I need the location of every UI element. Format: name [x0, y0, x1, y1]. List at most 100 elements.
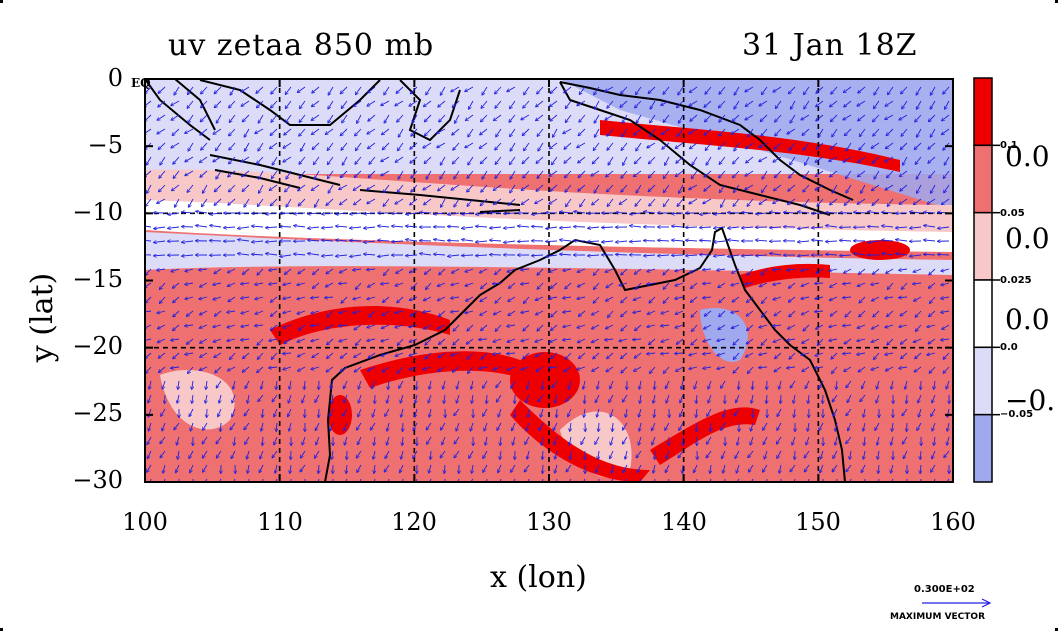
wind-vector [430, 450, 431, 459]
wind-vector [942, 198, 950, 204]
wind-vector [649, 198, 656, 206]
wind-vector [441, 156, 446, 165]
wind-vector [356, 142, 362, 150]
wind-vector [328, 170, 334, 178]
wind-vector [696, 422, 697, 431]
wind-vector [549, 198, 558, 204]
wind-vector [720, 184, 726, 192]
wind-vector [315, 198, 320, 207]
wind-vector [328, 114, 334, 123]
wind-vector [580, 198, 586, 206]
wind-vector [369, 156, 376, 164]
wind-vector [312, 128, 320, 134]
wind-vector [857, 100, 866, 106]
wind-vector [885, 156, 894, 162]
wind-vector [791, 100, 796, 109]
wind-vector [591, 170, 600, 176]
wind-vector [714, 241, 726, 242]
wind-vector [257, 268, 264, 275]
wind-vector [451, 86, 460, 91]
wind-vector [504, 241, 516, 243]
wind-vector [286, 100, 292, 108]
wind-vector [914, 198, 922, 204]
wind-vector [550, 100, 558, 106]
wind-vector [368, 114, 376, 121]
colorbar-segment [973, 279, 993, 349]
wind-vector [607, 100, 614, 108]
wind-vector [803, 142, 810, 150]
wind-vector [928, 142, 936, 149]
wind-vector [677, 128, 684, 136]
wind-vector [220, 422, 221, 431]
wind-vector [357, 114, 362, 123]
wind-vector [369, 170, 376, 177]
wind-vector [159, 170, 166, 178]
wind-vector [423, 184, 432, 190]
wind-vector [812, 240, 824, 241]
wind-vector [761, 268, 768, 275]
wind-vector [705, 86, 712, 94]
wind-vector [774, 142, 782, 149]
wind-vector [742, 255, 754, 256]
wind-vector [635, 100, 642, 108]
wind-vector [945, 100, 950, 109]
wind-vector [550, 86, 558, 93]
wind-vector [453, 142, 460, 150]
wind-vector [658, 240, 670, 241]
wind-vector [931, 86, 936, 95]
wind-vector [256, 86, 264, 93]
wind-vector [886, 142, 894, 148]
wind-vector [336, 240, 348, 241]
wind-vector [566, 198, 572, 206]
wind-vector [146, 268, 152, 275]
wind-vector [255, 283, 264, 285]
wind-vector [252, 241, 264, 242]
wind-vector [917, 100, 922, 109]
wind-vector [481, 184, 488, 192]
wind-vector [606, 282, 614, 288]
wind-vector [622, 114, 628, 123]
wind-vector [647, 283, 656, 284]
wind-vector [620, 198, 628, 204]
wind-vector [916, 86, 922, 95]
wind-vector [830, 282, 838, 287]
wind-vector [510, 170, 516, 179]
wind-vector [658, 255, 670, 256]
wind-vector [336, 226, 348, 227]
wind-vector [843, 114, 852, 120]
wind-vector [594, 282, 600, 289]
wind-vector [644, 255, 656, 256]
wind-vector [438, 282, 446, 286]
wind-vector [830, 100, 838, 107]
wind-vector [355, 156, 362, 164]
wind-vector [734, 142, 740, 151]
colorbar [973, 77, 1000, 483]
wind-vector [846, 142, 852, 151]
wind-vector [648, 86, 656, 93]
wind-vector [424, 156, 432, 163]
wind-vector [494, 198, 502, 204]
wind-vector [196, 211, 208, 213]
wind-vector [214, 268, 222, 273]
wind-vector [885, 184, 894, 190]
wind-vector [636, 142, 642, 151]
field-strong [850, 240, 910, 260]
wind-vector [283, 283, 292, 285]
wind-vector [766, 394, 767, 403]
wind-vector [689, 128, 698, 134]
wind-vector [308, 213, 320, 214]
wind-vector [703, 198, 712, 203]
colorbar-big-label: 0.0 [1005, 303, 1050, 336]
wind-vector [354, 184, 362, 190]
corner-mark [1055, 628, 1058, 631]
field-patch [700, 308, 748, 362]
field-strong [510, 352, 580, 408]
wind-vector [675, 282, 684, 286]
wind-vector [448, 255, 460, 256]
wind-vector [350, 227, 362, 228]
wind-vector [887, 170, 894, 178]
wind-vector [482, 170, 488, 179]
wind-vector [773, 198, 782, 203]
wind-vector [252, 254, 264, 255]
